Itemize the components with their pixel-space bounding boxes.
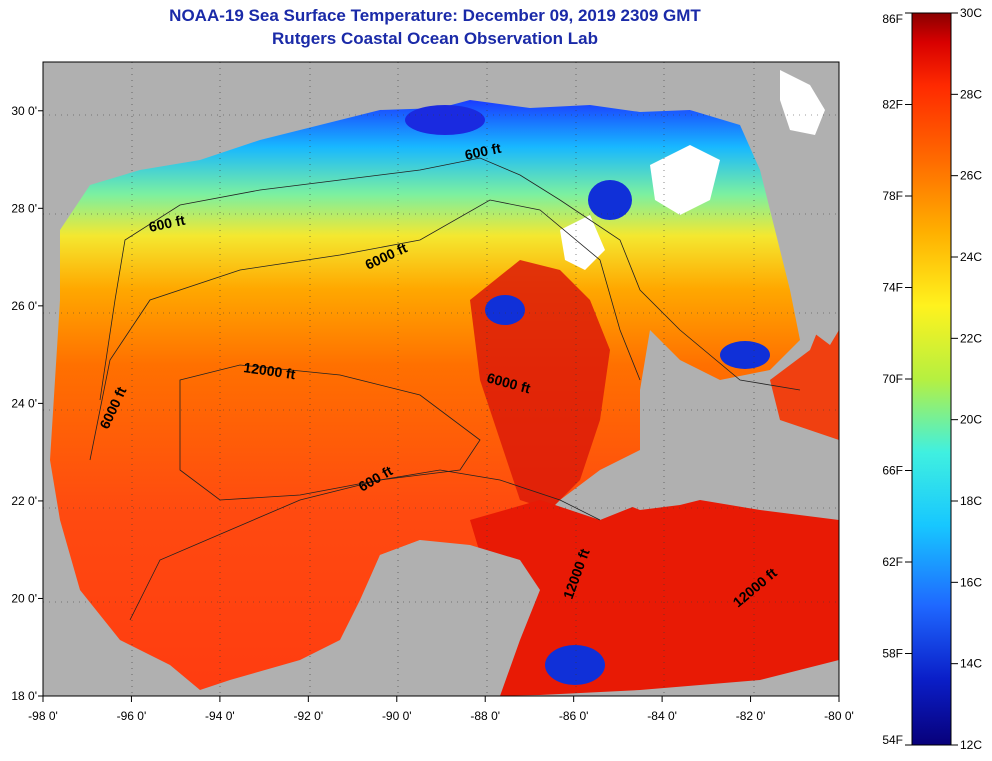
cold-patch bbox=[405, 105, 485, 135]
longitude-tick-label: -96 0' bbox=[117, 709, 147, 723]
longitude-tick-label: -92 0' bbox=[294, 709, 324, 723]
latitude-tick-label: 24 0' bbox=[11, 396, 37, 410]
longitude-tick-label: -88 0' bbox=[470, 709, 500, 723]
colorbar-celsius-label: 16C bbox=[960, 575, 982, 589]
contour-label: 600 ft bbox=[463, 140, 502, 163]
yucatan-landmass bbox=[355, 540, 540, 696]
bathymetry-contour-600ft-south bbox=[129, 469, 601, 621]
colorbar-celsius-label: 30C bbox=[960, 6, 982, 20]
cloud-cover bbox=[780, 70, 825, 135]
latitude-tick-label: 20 0' bbox=[11, 591, 37, 605]
cold-patch bbox=[588, 180, 632, 220]
longitude-tick-label: -98 0' bbox=[28, 709, 58, 723]
colorbar-fahrenheit-label: 82F bbox=[882, 98, 903, 112]
longitude-tick-label: -86 0' bbox=[559, 709, 589, 723]
latitude-tick-label: 28 0' bbox=[11, 201, 37, 215]
cold-patch bbox=[485, 295, 525, 325]
florida-landmass bbox=[690, 62, 839, 345]
colorbar-celsius-label: 26C bbox=[960, 169, 982, 183]
contour-label: 600 ft bbox=[147, 212, 186, 235]
map-subtitle: Rutgers Coastal Ocean Observation Lab bbox=[272, 29, 598, 48]
map-frame bbox=[42, 61, 840, 697]
colorbar-fahrenheit-label: 74F bbox=[882, 281, 903, 295]
colorbar-celsius-label: 20C bbox=[960, 413, 982, 427]
longitude-tick-label: -80 0' bbox=[824, 709, 854, 723]
longitude-axis: -98 0' -96 0' -94 0' -92 0' -90 0' -88 0' -86 … bbox=[28, 696, 854, 723]
cloud-cover bbox=[650, 145, 720, 215]
colorbar-celsius-labels: 30C 28C 26C 24C 22C 20C 18C 16C 14C 12C bbox=[951, 6, 982, 752]
colorbar-fahrenheit-label: 78F bbox=[882, 189, 903, 203]
colorbar-celsius-label: 28C bbox=[960, 87, 982, 101]
colorbar-fahrenheit-label: 58F bbox=[882, 647, 903, 661]
cold-patch bbox=[545, 645, 605, 685]
longitude-tick-label: -94 0' bbox=[205, 709, 235, 723]
colorbar-fahrenheit-label: 66F bbox=[882, 464, 903, 478]
bathymetry-contour-6000ft bbox=[89, 199, 641, 461]
colorbar-fahrenheit-label: 70F bbox=[882, 372, 903, 386]
gulf-of-mexico-sea-surface bbox=[50, 100, 800, 690]
colorbar-fahrenheit-label: 86F bbox=[882, 12, 903, 26]
cuba-landmass bbox=[612, 445, 830, 510]
colorbar-fahrenheit-label: 62F bbox=[882, 555, 903, 569]
bathymetry-contour-600ft bbox=[99, 157, 801, 401]
longitude-tick-label: -84 0' bbox=[647, 709, 677, 723]
cloud-cover bbox=[560, 215, 605, 270]
latitude-tick-label: 22 0' bbox=[11, 494, 37, 508]
colorbar-celsius-label: 18C bbox=[960, 494, 982, 508]
colorbar-celsius-label: 12C bbox=[960, 738, 982, 752]
colorbar-celsius-label: 14C bbox=[960, 657, 982, 671]
colorbar-fahrenheit-labels: 86F 82F 78F 74F 70F 66F 62F 58F 54F bbox=[882, 12, 912, 747]
latitude-axis: 30 0' 28 0' 26 0' 24 0' 22 0' 20 0' 18 0' bbox=[11, 104, 43, 703]
contour-label: 12000 ft bbox=[243, 359, 297, 382]
longitude-tick-label: -82 0' bbox=[736, 709, 766, 723]
longitude-tick-label: -90 0' bbox=[382, 709, 412, 723]
colorbar bbox=[911, 12, 952, 746]
cold-patch bbox=[720, 341, 770, 369]
latitude-tick-label: 18 0' bbox=[11, 689, 37, 703]
latitude-tick-label: 26 0' bbox=[11, 299, 37, 313]
colorbar-celsius-label: 24C bbox=[960, 250, 982, 264]
bathymetry-contour-12000ft bbox=[179, 364, 481, 501]
graticule bbox=[43, 62, 839, 696]
latitude-tick-label: 30 0' bbox=[11, 104, 37, 118]
colorbar-celsius-label: 22C bbox=[960, 331, 982, 345]
colorbar-fahrenheit-label: 54F bbox=[882, 733, 903, 747]
map-title: NOAA-19 Sea Surface Temperature: Decembe… bbox=[169, 6, 701, 25]
